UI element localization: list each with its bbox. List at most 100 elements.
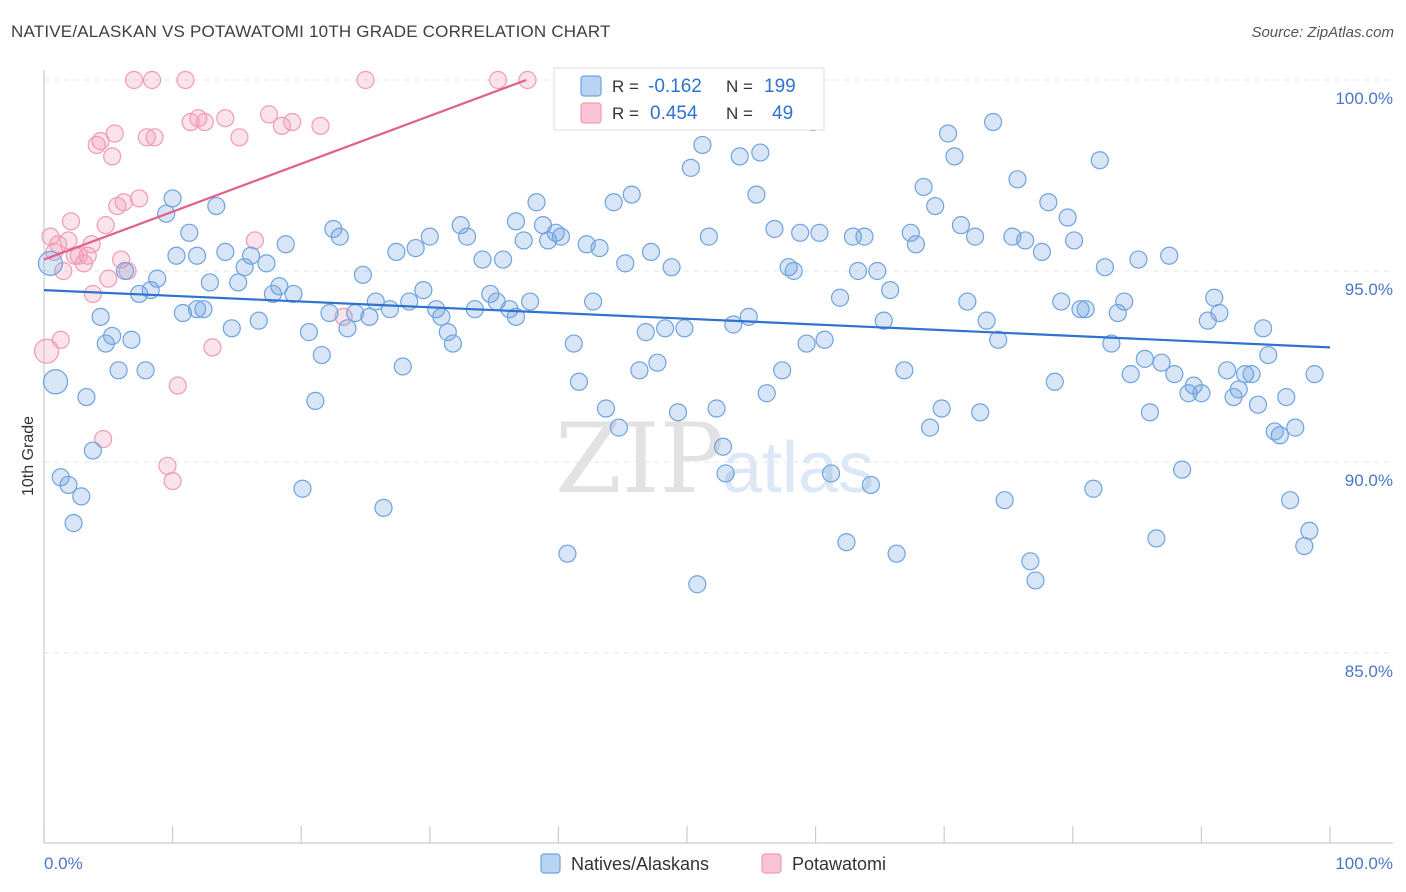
natives-point: [77, 387, 96, 407]
potawatomi-point: [51, 330, 70, 349]
natives-point: [995, 491, 1014, 510]
natives-point: [443, 334, 463, 353]
natives-point: [353, 265, 373, 284]
natives-point: [1229, 380, 1248, 399]
natives-point: [1021, 552, 1040, 571]
natives-point: [438, 323, 457, 342]
legend-r-value-1: -0.162: [648, 76, 702, 97]
natives-point: [636, 323, 655, 342]
natives-point: [765, 219, 784, 239]
potawatomi-point: [518, 70, 537, 90]
natives-point: [235, 258, 254, 277]
natives-point: [180, 223, 199, 242]
natives-point: [596, 399, 616, 418]
series-label-potawatomi: Potawatomi: [792, 854, 886, 874]
natives-point: [751, 143, 770, 162]
natives-point: [222, 319, 241, 338]
natives-point: [797, 334, 816, 353]
natives-point: [1016, 231, 1035, 250]
natives-point: [564, 334, 583, 353]
natives-point: [569, 372, 589, 391]
legend-r-value-2: 0.454: [650, 103, 698, 124]
natives-trend-line: [43, 289, 1331, 349]
natives-point: [958, 292, 977, 311]
potawatomi-trend-line: [43, 78, 527, 261]
natives-point: [1277, 387, 1296, 407]
natives-point: [945, 147, 964, 166]
natives-point: [506, 212, 526, 231]
natives-point: [901, 223, 920, 242]
natives-point: [1259, 345, 1278, 365]
natives-point: [926, 196, 945, 216]
natives-point: [293, 479, 312, 498]
natives-point: [37, 250, 64, 276]
natives-point: [42, 369, 69, 395]
x-tick-label-max: 100.0%: [1335, 854, 1393, 873]
y-tick-label: 85.0%: [1345, 662, 1393, 681]
natives-point: [747, 185, 766, 204]
natives-point: [713, 437, 733, 456]
potawatomi-point: [283, 112, 302, 132]
natives-point: [494, 250, 513, 269]
legend-swatch-pink: [580, 102, 602, 124]
natives-point: [881, 281, 900, 300]
natives-point: [51, 468, 70, 487]
potawatomi-point: [54, 261, 73, 281]
natives-point: [693, 135, 712, 155]
potawatomi-point: [103, 147, 122, 166]
potawatomi-point: [203, 338, 222, 357]
natives-point: [914, 177, 933, 197]
natives-point: [668, 403, 688, 422]
natives-point: [895, 361, 914, 380]
potawatomi-point: [124, 70, 144, 90]
natives-point: [830, 288, 850, 307]
natives-point: [96, 334, 115, 353]
natives-point: [1218, 361, 1237, 380]
series-swatch-natives: [540, 853, 561, 874]
natives-point: [604, 193, 623, 212]
potawatomi-point: [145, 128, 164, 147]
natives-point: [675, 319, 694, 338]
potawatomi-point: [272, 116, 292, 135]
natives-point: [312, 345, 331, 365]
potawatomi-point: [96, 216, 115, 235]
trend-lines: [43, 78, 1331, 349]
natives-point: [1236, 365, 1255, 384]
potawatomi-point: [94, 429, 113, 449]
natives-point: [707, 399, 726, 418]
natives-point: [810, 223, 829, 242]
natives-point: [920, 418, 940, 437]
natives-point: [249, 311, 268, 330]
series-label-natives: Natives/Alaskans: [571, 854, 709, 874]
natives-point: [1032, 242, 1052, 261]
natives-point: [257, 254, 276, 273]
natives-point: [1160, 246, 1179, 265]
natives-point: [1108, 303, 1127, 323]
natives-point: [1026, 571, 1045, 590]
natives-point: [481, 284, 500, 304]
watermark-zip: ZIP: [555, 403, 724, 515]
y-tick-label: 90.0%: [1345, 471, 1393, 490]
natives-point: [757, 384, 776, 403]
y-tick-label: 100.0%: [1335, 89, 1393, 108]
natives-point: [473, 250, 492, 269]
natives-point: [1210, 303, 1229, 323]
natives-point: [432, 307, 451, 326]
natives-point: [393, 357, 412, 376]
natives-point: [514, 231, 533, 250]
natives-point: [374, 498, 393, 517]
natives-point: [91, 307, 110, 326]
natives-point: [1076, 300, 1095, 319]
natives-point: [338, 319, 357, 338]
potawatomi-point: [91, 132, 110, 151]
natives-point: [938, 124, 958, 143]
natives-point: [1305, 365, 1324, 384]
natives-point: [187, 246, 207, 265]
natives-point: [558, 544, 577, 563]
natives-point: [521, 292, 540, 311]
natives-point: [971, 403, 990, 422]
legend-n-label-1: N =: [726, 77, 753, 96]
natives-point: [1084, 479, 1103, 498]
gridlines: [44, 79, 1393, 654]
natives-point: [72, 487, 91, 506]
